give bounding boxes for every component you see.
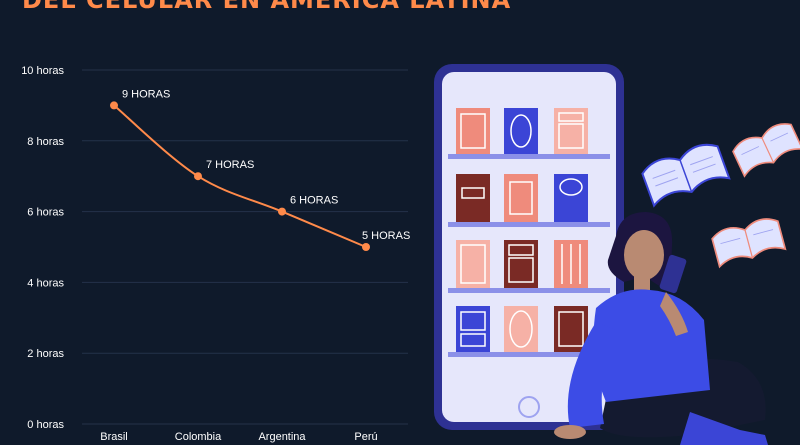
data-point — [110, 101, 118, 110]
bookshelf-icon — [448, 108, 610, 357]
data-label: 9 HORAS — [122, 88, 170, 100]
x-tick-label: Brasil — [100, 431, 128, 443]
x-tick-label: Perú — [354, 431, 377, 443]
open-book-icon — [641, 123, 800, 269]
y-tick-label: 0 horas — [27, 419, 64, 431]
data-point — [194, 172, 202, 181]
series-line — [113, 104, 367, 248]
x-tick-label: Colombia — [175, 431, 222, 443]
data-label: 7 HORAS — [206, 159, 254, 171]
reading-woman-icon — [554, 212, 768, 445]
y-tick-label: 8 horas — [27, 136, 64, 148]
y-tick-label: 4 horas — [27, 277, 64, 289]
y-tick-label: 6 horas — [27, 207, 64, 219]
data-point — [362, 243, 370, 251]
x-tick-label: Argentina — [258, 431, 306, 443]
phone-reading-illustration — [434, 64, 800, 445]
y-tick-label: 10 horas — [21, 65, 64, 77]
data-label: 5 HORAS — [362, 230, 410, 242]
page-title: DEL CELULAR EN AMÉRICA LATINA — [22, 0, 512, 14]
line-chart: 0 horas 2 horas 4 horas 6 horas 8 horas 10 ho… — [21, 65, 410, 443]
y-tick-label: 2 horas — [27, 348, 64, 360]
data-label: 6 HORAS — [290, 195, 338, 207]
data-point — [278, 207, 286, 216]
